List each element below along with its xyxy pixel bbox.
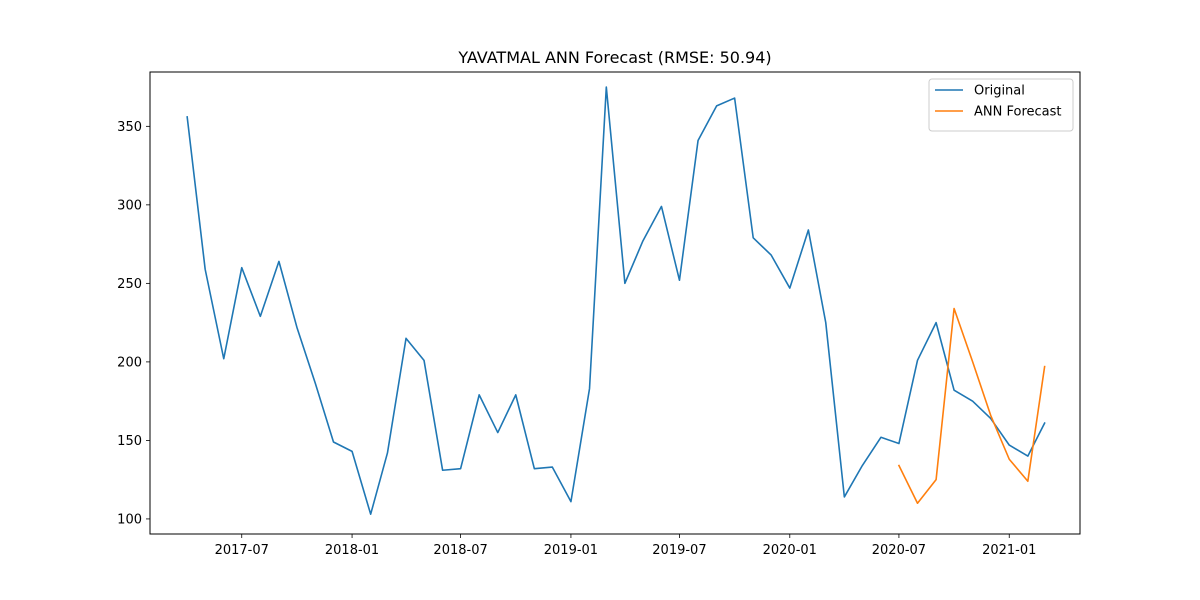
y-tick-label: 100: [117, 512, 142, 527]
y-tick-label: 350: [117, 120, 142, 135]
legend-box: [928, 78, 1074, 132]
x-tick-label: 2019-07: [652, 543, 706, 558]
x-tick-label: 2020-01: [763, 543, 817, 558]
y-tick-label: 200: [117, 355, 142, 370]
x-axis: 2017-07 2018-01 2018-07 2019-01 2019-07 2020-…: [215, 534, 1036, 558]
series-layer: [186, 86, 1046, 516]
x-tick-label: 2021-01: [982, 543, 1036, 558]
y-tick-label: 250: [117, 277, 142, 292]
x-tick-label: 2018-01: [325, 543, 379, 558]
y-tick-label: 150: [117, 434, 142, 449]
series-line-ann-forecast: [897, 307, 1046, 505]
x-tick-label: 2018-07: [433, 543, 487, 558]
legend-label-original: Original: [974, 84, 1025, 99]
legend: Original ANN Forecast: [928, 78, 1074, 132]
y-tick-label: 300: [117, 198, 142, 213]
chart-title: YAVATMAL ANN Forecast (RMSE: 50.94): [457, 48, 771, 67]
plot-frame: [149, 71, 1081, 535]
x-tick-label: 2019-01: [544, 543, 598, 558]
legend-label-ann-forecast: ANN Forecast: [974, 105, 1061, 120]
plot-area: [150, 72, 1080, 534]
series-line-original: [186, 86, 1046, 516]
x-tick-label: 2020-07: [872, 543, 926, 558]
y-axis: 100 150 200 250 300 350: [117, 120, 150, 527]
x-tick-label: 2017-07: [215, 543, 269, 558]
